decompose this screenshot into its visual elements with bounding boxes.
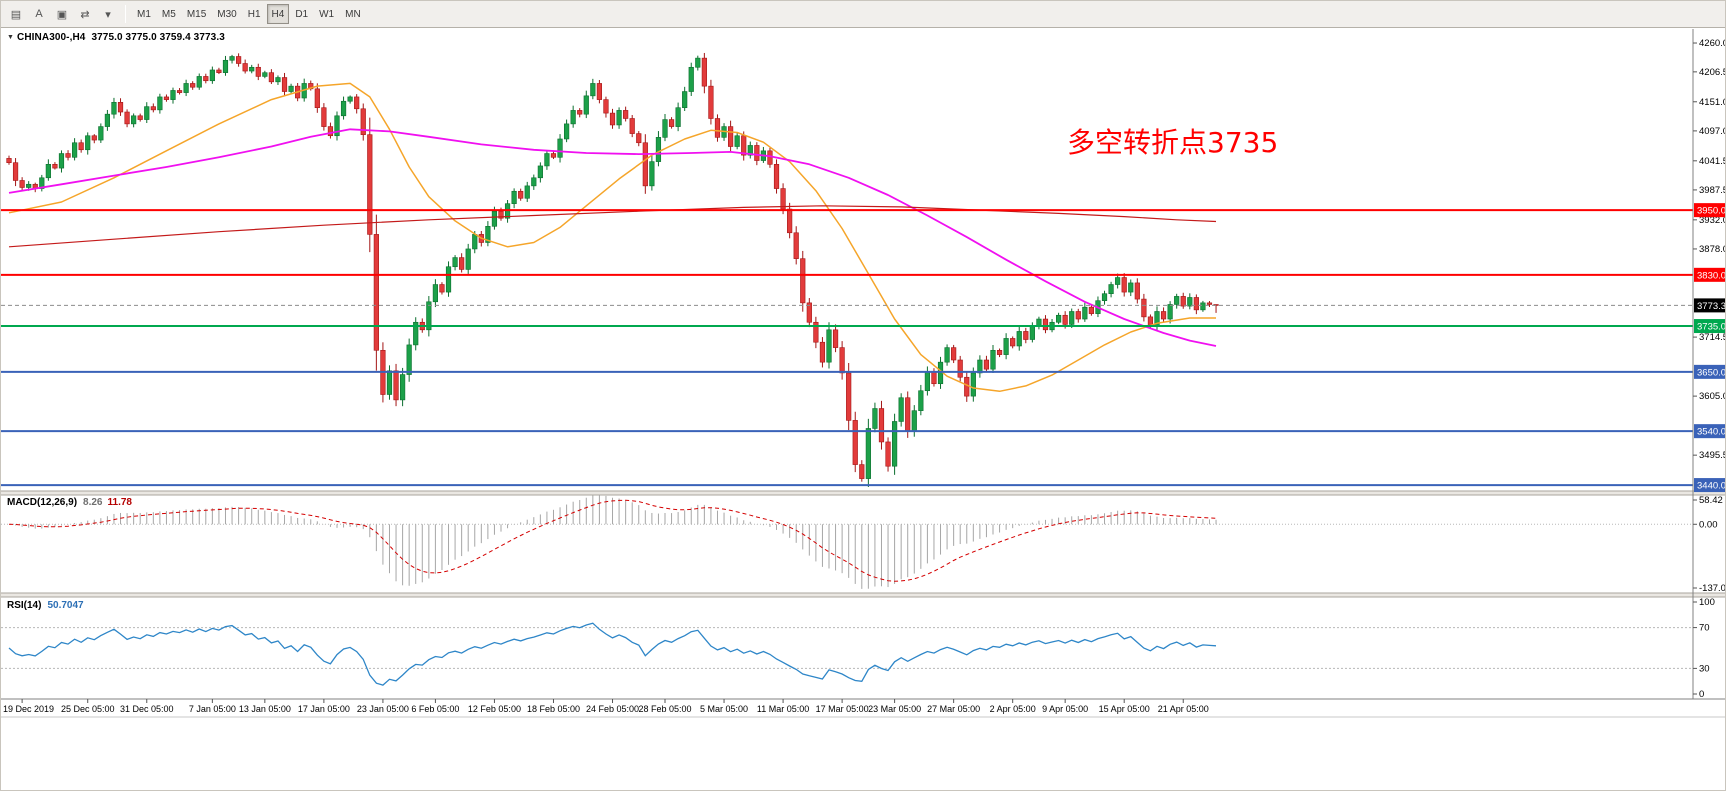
timeframe-button-m5[interactable]: M5 xyxy=(161,8,176,20)
svg-text:2 Apr 05:00: 2 Apr 05:00 xyxy=(990,704,1036,714)
panel-separator[interactable] xyxy=(1,491,1726,495)
svg-text:15 Apr 05:00: 15 Apr 05:00 xyxy=(1099,704,1150,714)
candles-layer xyxy=(6,52,1219,488)
svg-text:23 Jan 05:00: 23 Jan 05:00 xyxy=(357,704,409,714)
macd-signal-value: 11.78 xyxy=(107,497,132,508)
svg-text:-137.09: -137.09 xyxy=(1699,583,1726,594)
svg-text:0.00: 0.00 xyxy=(1699,519,1718,530)
svg-text:5 Mar 05:00: 5 Mar 05:00 xyxy=(700,704,748,714)
chart-annotation-text: 多空转折点3735 xyxy=(1067,126,1279,159)
price-badge xyxy=(1694,319,1725,334)
svg-text:3650.0: 3650.0 xyxy=(1697,367,1726,378)
svg-text:3878.0: 3878.0 xyxy=(1699,244,1726,255)
price-scale[interactable]: 4260.0 4206.5 4151.0 4097.0 4041.5 3987.5 3932… xyxy=(1693,38,1726,493)
ma-fast-orange xyxy=(8,82,1216,393)
svg-text:4206.5: 4206.5 xyxy=(1699,67,1726,78)
panel-separator[interactable] xyxy=(1,593,1726,597)
toolbar-separator xyxy=(125,5,126,23)
svg-text:70: 70 xyxy=(1699,623,1710,634)
top-toolbar: ▤ A ▣ ⇄ ▾ M1 M5 M15 M30 H1 H4 D1 W1 MN xyxy=(1,1,1725,28)
svg-text:3540.0: 3540.0 xyxy=(1697,427,1726,438)
price-badge xyxy=(1694,424,1725,439)
toolbar-icon-group: ▤ A ▣ ⇄ ▾ xyxy=(5,4,119,24)
svg-text:9 Apr 05:00: 9 Apr 05:00 xyxy=(1042,704,1088,714)
macd-main-value: 8.26 xyxy=(83,497,103,508)
svg-text:27 Mar 05:00: 27 Mar 05:00 xyxy=(927,704,980,714)
svg-text:17 Jan 05:00: 17 Jan 05:00 xyxy=(298,704,350,714)
dropdown-caret-icon[interactable]: ▾ xyxy=(105,8,111,21)
rsi-panel: 100 70 30 0 xyxy=(1,597,1715,700)
svg-text:100: 100 xyxy=(1699,597,1715,608)
macd-label: MACD(12,26,9) 8.26 11.78 xyxy=(7,497,132,508)
time-axis[interactable]: 19 Dec 2019 25 Dec 05:00 31 Dec 05:00 7 Jan… xyxy=(3,699,1209,714)
svg-text:18 Feb 05:00: 18 Feb 05:00 xyxy=(527,704,580,714)
svg-text:58.42: 58.42 xyxy=(1699,495,1723,506)
svg-text:28 Feb 05:00: 28 Feb 05:00 xyxy=(638,704,691,714)
svg-text:4151.0: 4151.0 xyxy=(1699,97,1726,108)
macd-panel: 58.42 0.00 -137.09 xyxy=(1,495,1726,594)
timeframe-button-m15[interactable]: M15 xyxy=(186,8,207,20)
chart-ohlc-values: 3775.0 3775.0 3759.4 3773.3 xyxy=(91,32,225,43)
auto-scroll-button[interactable]: A xyxy=(35,8,43,20)
svg-text:21 Apr 05:00: 21 Apr 05:00 xyxy=(1158,704,1209,714)
ma-mid-magenta xyxy=(8,128,1217,347)
svg-text:3932.0: 3932.0 xyxy=(1699,215,1726,226)
svg-text:3735.0: 3735.0 xyxy=(1697,322,1726,333)
panel-frames xyxy=(1,29,1726,718)
svg-text:23 Mar 05:00: 23 Mar 05:00 xyxy=(868,704,921,714)
price-badge xyxy=(1694,203,1725,218)
timeframe-button-m30[interactable]: M30 xyxy=(217,8,237,20)
rsi-line xyxy=(8,622,1217,686)
timeframe-button-group: M1 M5 M15 M30 H1 H4 D1 W1 MN xyxy=(132,4,366,24)
svg-text:3440.0: 3440.0 xyxy=(1697,481,1726,492)
symbol-marker-icon: ▼ xyxy=(7,34,15,41)
rsi-value: 50.7047 xyxy=(47,600,84,611)
timeframe-button-d1[interactable]: D1 xyxy=(295,8,309,20)
chart-title: ▼ CHINA300-,H4 3775.0 3775.0 3759.4 3773.3 xyxy=(7,32,225,43)
svg-text:6 Feb 05:00: 6 Feb 05:00 xyxy=(411,704,459,714)
svg-text:3495.5: 3495.5 xyxy=(1699,450,1726,461)
macd-signal-line xyxy=(8,499,1217,582)
price-badge xyxy=(1694,364,1725,379)
price-badge xyxy=(1694,298,1725,313)
rsi-label: RSI(14) 50.7047 xyxy=(7,600,84,611)
svg-text:13 Jan 05:00: 13 Jan 05:00 xyxy=(239,704,291,714)
rsi-indicator-name: RSI(14) xyxy=(7,600,42,611)
svg-text:17 Mar 05:00: 17 Mar 05:00 xyxy=(816,704,869,714)
svg-text:31 Dec 05:00: 31 Dec 05:00 xyxy=(120,704,174,714)
svg-text:4260.0: 4260.0 xyxy=(1699,38,1726,49)
svg-text:4097.0: 4097.0 xyxy=(1699,126,1726,137)
price-badge xyxy=(1694,478,1725,493)
svg-text:3987.5: 3987.5 xyxy=(1699,185,1726,196)
svg-text:3605.0: 3605.0 xyxy=(1699,391,1726,402)
timeframe-button-h4[interactable]: H4 xyxy=(266,4,290,24)
svg-text:7 Jan 05:00: 7 Jan 05:00 xyxy=(189,704,236,714)
svg-text:11 Mar 05:00: 11 Mar 05:00 xyxy=(757,704,809,714)
price-badge xyxy=(1694,267,1725,282)
svg-text:3830.0: 3830.0 xyxy=(1697,270,1726,281)
timeframe-button-m1[interactable]: M1 xyxy=(137,8,151,20)
svg-text:25 Dec 05:00: 25 Dec 05:00 xyxy=(61,704,115,714)
timeframe-button-w1[interactable]: W1 xyxy=(319,8,335,20)
timeframe-button-h1[interactable]: H1 xyxy=(247,8,261,20)
svg-text:3714.5: 3714.5 xyxy=(1699,332,1726,343)
macd-indicator-name: MACD(12,26,9) xyxy=(7,497,78,508)
svg-text:3950.0: 3950.0 xyxy=(1697,206,1726,217)
timeframe-button-mn[interactable]: MN xyxy=(345,8,361,20)
svg-text:3773.3: 3773.3 xyxy=(1697,301,1726,312)
svg-text:4041.5: 4041.5 xyxy=(1699,156,1726,167)
svg-text:19 Dec 2019: 19 Dec 2019 xyxy=(3,704,54,714)
svg-text:24 Feb 05:00: 24 Feb 05:00 xyxy=(586,704,639,714)
svg-text:12 Feb 05:00: 12 Feb 05:00 xyxy=(468,704,521,714)
tile-windows-icon[interactable]: ▣ xyxy=(56,8,68,21)
svg-text:0: 0 xyxy=(1699,689,1704,700)
svg-text:30: 30 xyxy=(1699,663,1710,674)
chart-symbol-period: CHINA300-,H4 xyxy=(17,32,86,43)
chart-shift-icon[interactable]: ⇄ xyxy=(80,8,90,21)
ma-slow-red xyxy=(8,205,1217,248)
horizontal-lines-layer[interactable] xyxy=(1,209,1693,487)
indicator-list-icon[interactable]: ▤ xyxy=(10,8,22,21)
